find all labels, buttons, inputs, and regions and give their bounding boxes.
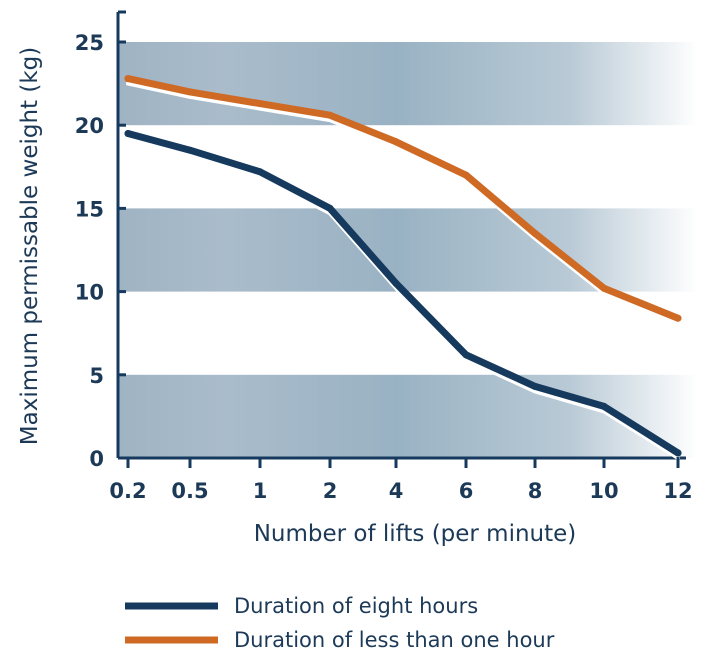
- y-tick-label-15: 15: [75, 197, 104, 221]
- y-tick-label-5: 5: [89, 364, 104, 388]
- y-tick-label-10: 10: [75, 281, 104, 305]
- series-0-point-2: [256, 168, 264, 176]
- series-0-point-4: [392, 279, 400, 287]
- y-axis-title: Maximum permissable weight (kg): [17, 47, 43, 445]
- series-0-point-7: [600, 402, 608, 410]
- legend-label-eight-hours: Duration of eight hours: [234, 594, 478, 618]
- x-tick-label-5: 6: [459, 479, 474, 503]
- x-tick-label-7: 10: [589, 479, 618, 503]
- x-tick-label-3: 2: [323, 479, 338, 503]
- series-0-point-6: [531, 382, 539, 390]
- series-1-point-2: [256, 100, 264, 108]
- series-0-point-0: [124, 130, 132, 137]
- series-1-point-0: [124, 75, 132, 83]
- grid-band-0-5: [118, 374, 698, 458]
- grid-bands: [118, 42, 698, 458]
- series-0-point-8: [674, 449, 682, 457]
- x-tick-labels: 0.2 0.5 1 2 4 6 8 10 12: [109, 457, 693, 503]
- legend: Duration of eight hours Duration of less…: [125, 594, 555, 652]
- x-tick-label-6: 8: [528, 479, 543, 503]
- x-tick-label-1: 0.5: [171, 479, 208, 503]
- x-axis-title: Number of lifts (per minute): [254, 521, 577, 547]
- axes: [116, 10, 686, 460]
- y-tick-label-20: 20: [75, 114, 104, 138]
- x-tick-label-2: 1: [253, 479, 268, 503]
- series-1-point-3: [326, 111, 334, 119]
- series-1-point-8: [674, 314, 682, 322]
- series-lines: [124, 75, 682, 460]
- series-0-point-5: [462, 351, 470, 359]
- series-1-point-5: [462, 171, 470, 179]
- y-tick-label-0: 0: [89, 447, 104, 471]
- series-1-point-1: [186, 88, 194, 96]
- x-tick-label-4: 4: [389, 479, 404, 503]
- legend-label-less-than-one-hour: Duration of less than one hour: [234, 628, 555, 652]
- y-tick-label-25: 25: [75, 31, 104, 55]
- series-0-point-1: [186, 146, 194, 154]
- series-shadow-1: [126, 81, 680, 326]
- series-1-point-6: [531, 229, 539, 237]
- x-tick-label-0: 0.2: [109, 479, 146, 503]
- series-1-point-4: [392, 138, 400, 146]
- grid-band-10-15: [118, 208, 698, 292]
- grid-band-20-25: [118, 42, 698, 126]
- series-0-point-3: [326, 204, 334, 212]
- x-tick-label-8: 12: [663, 479, 692, 503]
- series-1-point-7: [600, 284, 608, 292]
- y-tick-labels: 0 5 10 15 20 25: [75, 31, 126, 471]
